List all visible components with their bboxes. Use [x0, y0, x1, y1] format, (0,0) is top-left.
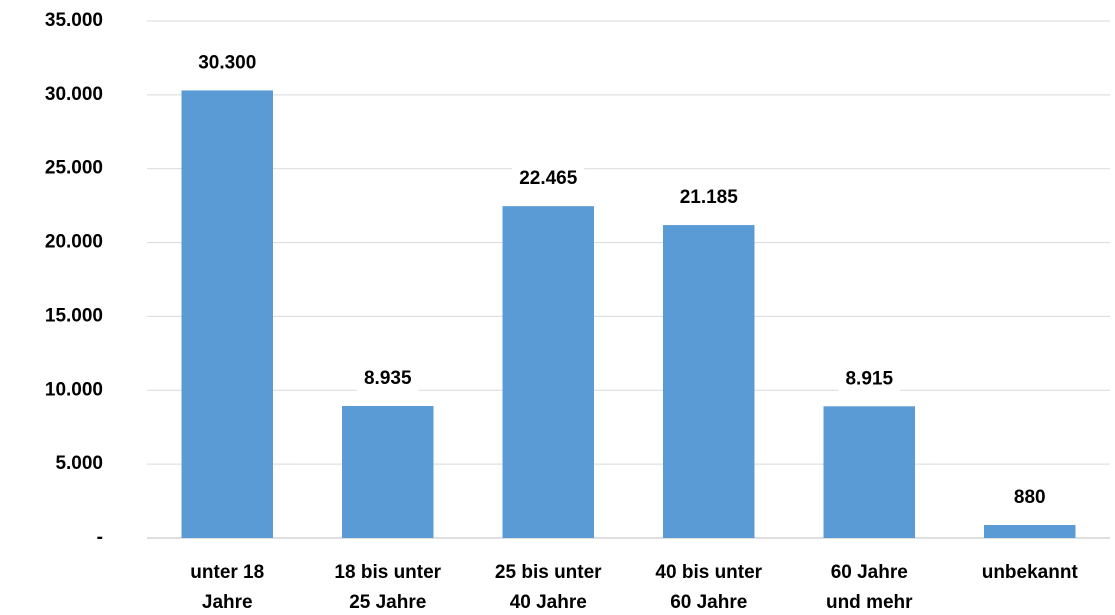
value-label: 8.935: [364, 368, 412, 389]
value-label-background: [838, 366, 901, 393]
value-label-background: [1006, 485, 1053, 512]
x-tick-label: und mehr: [826, 592, 913, 613]
value-label: 30.300: [198, 52, 256, 73]
x-tick-label: 40 bis unter: [655, 562, 762, 583]
x-tick-label: 60 Jahre: [670, 592, 747, 613]
x-tick-label: Jahre: [202, 592, 253, 613]
value-label-background: [512, 166, 585, 193]
bar: [984, 525, 1076, 538]
value-label-background: [191, 50, 264, 77]
y-tick-label: -: [97, 527, 103, 548]
y-tick-label: 10.000: [45, 379, 103, 400]
x-tick-label: 40 Jahre: [510, 592, 587, 613]
y-tick-label: 5.000: [55, 453, 103, 474]
bar: [181, 90, 273, 538]
x-tick-label: unbekannt: [982, 562, 1079, 583]
value-label: 8.915: [845, 368, 893, 389]
value-label-background: [356, 366, 419, 393]
value-label: 21.185: [680, 187, 739, 208]
x-tick-label: unter 18: [190, 562, 264, 583]
bar: [502, 206, 594, 538]
y-tick-label: 35.000: [45, 10, 103, 31]
value-label-background: [672, 185, 745, 212]
value-label: 22.465: [519, 168, 578, 189]
y-tick-label: 20.000: [45, 232, 103, 253]
x-tick-label: 25 Jahre: [349, 592, 426, 613]
y-tick-label: 25.000: [45, 158, 103, 179]
value-label: 880: [1014, 487, 1046, 508]
bar: [342, 406, 434, 538]
y-tick-label: 15.000: [45, 305, 103, 326]
bar: [663, 225, 755, 538]
y-tick-label: 30.000: [45, 84, 103, 105]
x-tick-label: 25 bis unter: [495, 562, 602, 583]
x-tick-label: 18 bis unter: [334, 562, 441, 583]
bar: [823, 406, 915, 538]
x-tick-label: 60 Jahre: [831, 562, 908, 583]
